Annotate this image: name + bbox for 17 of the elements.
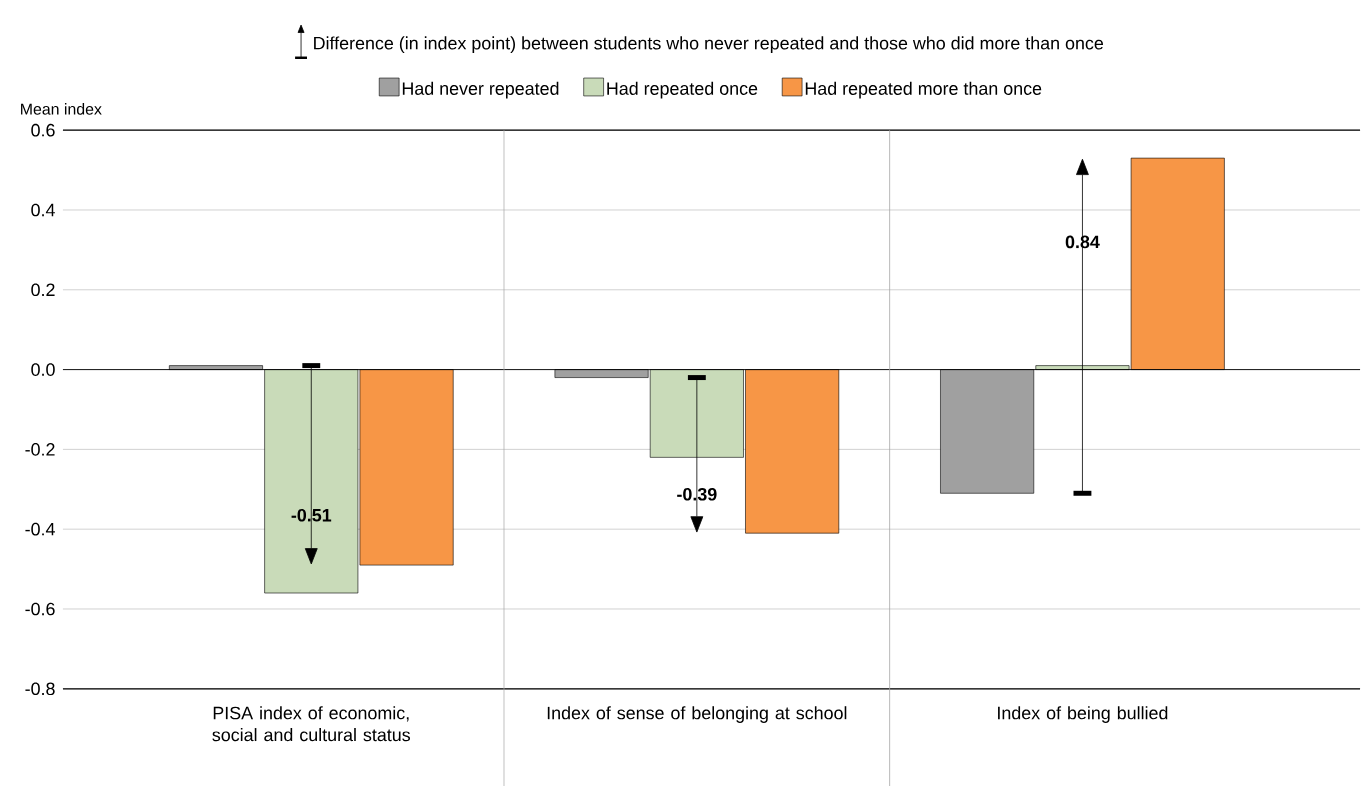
y-tick-label: -0.6 bbox=[25, 602, 55, 616]
y-tick-label: 0.0 bbox=[31, 363, 55, 376]
legend-label: Had repeated once bbox=[607, 81, 758, 99]
y-axis-title: Mean index bbox=[21, 102, 102, 115]
y-tick-label: -0.2 bbox=[25, 442, 55, 456]
y-tick-label: 0.4 bbox=[31, 203, 55, 217]
x-tick-label: Index of sense of belonging at school bbox=[547, 706, 847, 723]
text: Difference (in index point) between students who never repeated and those who did more than once bbox=[314, 36, 1104, 53]
x-tick-label: Index of being bullied bbox=[998, 706, 1168, 723]
y-tick-label: 0.2 bbox=[31, 283, 55, 297]
annotation: -0.39 bbox=[677, 487, 717, 501]
x-tick-label: PISA index of economic, social and cultural status bbox=[212, 706, 411, 742]
y-tick-label: -0.4 bbox=[25, 522, 55, 536]
legend-label: Had never repeated bbox=[402, 81, 559, 99]
legend-label: Had repeated more than once bbox=[805, 81, 1042, 99]
y-tick-label: -0.8 bbox=[25, 682, 55, 696]
y-tick-label: 0.6 bbox=[31, 123, 55, 137]
